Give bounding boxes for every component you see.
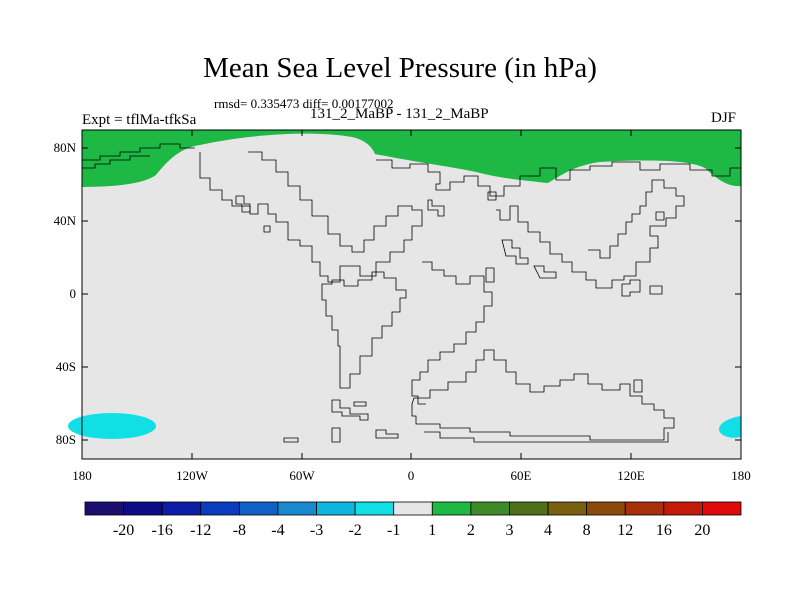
colorbar-label: -4 [271, 522, 284, 539]
lat-tick-label: 40N [54, 213, 77, 228]
colorbar-label: 1 [428, 522, 436, 539]
colorbar-swatch [624, 501, 665, 516]
colorbar-label: 2 [467, 522, 475, 539]
colorbar-swatch [393, 501, 433, 516]
colorbar-swatch [470, 501, 510, 516]
lon-tick-label: 180 [731, 468, 751, 483]
colorbar-label: 8 [583, 522, 591, 539]
colorbar-label: -1 [387, 522, 400, 539]
colorbar-swatch [702, 501, 742, 516]
latitude-axis: 80N 40N 0 40S 80S [54, 140, 741, 447]
lon-tick-label: 60E [511, 468, 532, 483]
lat-tick-label: 80S [56, 432, 76, 447]
experiment-label: Expt = tflMa-tfkSa [82, 112, 197, 128]
colorbar-swatch [84, 501, 124, 516]
lon-tick-label: 0 [408, 468, 415, 483]
map-panel [68, 129, 742, 460]
positive-anomaly-region [82, 130, 741, 187]
lat-tick-label: 0 [70, 286, 77, 301]
lat-tick-label: 40S [56, 359, 76, 374]
lon-tick-label: 120E [617, 468, 645, 483]
colorbar-label: -20 [113, 522, 134, 539]
lon-tick-label: 180 [72, 468, 92, 483]
figure-title: Mean Sea Level Pressure (in hPa) [203, 52, 597, 84]
colorbar-label: 20 [694, 522, 710, 539]
colorbar-swatch [509, 501, 549, 516]
map-background [82, 130, 741, 459]
colorbar-label: -16 [152, 522, 173, 539]
colorbar-swatch [277, 501, 317, 516]
lat-tick-label: 80N [54, 140, 77, 155]
colorbar-swatch [123, 501, 163, 516]
colorbar-label: 3 [505, 522, 513, 539]
colorbar-swatch [316, 501, 356, 516]
colorbar-label: 16 [656, 522, 672, 539]
lon-tick-label: 120W [176, 468, 209, 483]
colorbar-label: -3 [310, 522, 323, 539]
colorbar-swatch [431, 501, 472, 516]
negative-anomaly-region-west [68, 413, 156, 439]
rmsd-diff-stats: rmsd= 0.335473 diff= 0.00177002 [214, 96, 394, 111]
colorbar-swatch [354, 501, 395, 516]
lon-tick-label: 60W [289, 468, 315, 483]
colorbar-swatch [238, 501, 279, 516]
colorbar-label: 12 [617, 522, 633, 539]
colorbar-label: 4 [544, 522, 552, 539]
colorbar-swatch [663, 501, 703, 516]
coastlines [82, 143, 741, 443]
colorbar-label: -2 [348, 522, 361, 539]
colorbar-label: -8 [233, 522, 246, 539]
longitude-axis: 180 120W 60W 0 60E 120E 180 [72, 130, 751, 483]
colorbar-swatch [161, 501, 202, 516]
cases-label: 131_2_MaBP - 131_2_MaBP [310, 106, 489, 122]
colorbar: -20 -16 -12 -8 -4 -3 -2 -1 1 2 3 4 8 12 16 20 [84, 501, 742, 539]
colorbar-swatch [586, 501, 626, 516]
colorbar-label: -12 [190, 522, 211, 539]
negative-anomaly-region-east [718, 416, 741, 438]
colorbar-swatch [200, 501, 240, 516]
colorbar-swatch [547, 501, 588, 516]
season-label: DJF [711, 110, 737, 126]
